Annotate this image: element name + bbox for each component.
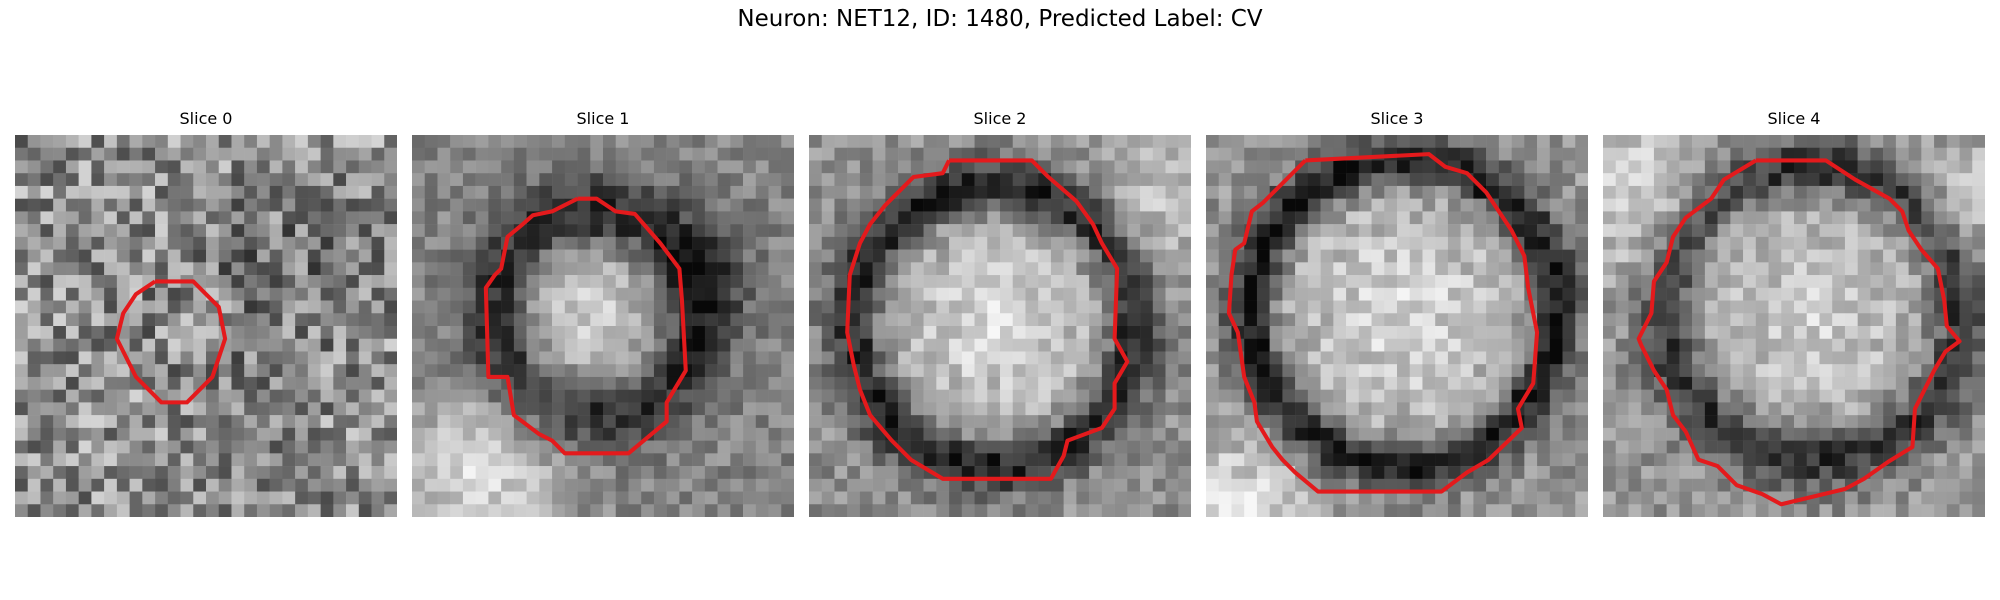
slice-image — [809, 135, 1191, 517]
slice-panel-1: Slice 1 — [412, 109, 794, 517]
slice-image — [412, 135, 794, 517]
slice-title: Slice 1 — [576, 109, 630, 128]
slice-title: Slice 3 — [1370, 109, 1424, 128]
slice-title: Slice 0 — [179, 109, 233, 128]
slice-panel-3: Slice 3 — [1206, 109, 1588, 517]
slice-title: Slice 4 — [1767, 109, 1821, 128]
slice-image — [15, 135, 397, 517]
slice-title: Slice 2 — [973, 109, 1027, 128]
slice-panel-0: Slice 0 — [15, 109, 397, 517]
slice-panel-4: Slice 4 — [1603, 109, 1985, 517]
figure-title: Neuron: NET12, ID: 1480, Predicted Label… — [737, 6, 1263, 32]
slice-image — [1206, 135, 1588, 517]
slice-image — [1603, 135, 1985, 517]
slice-panel-2: Slice 2 — [809, 109, 1191, 517]
